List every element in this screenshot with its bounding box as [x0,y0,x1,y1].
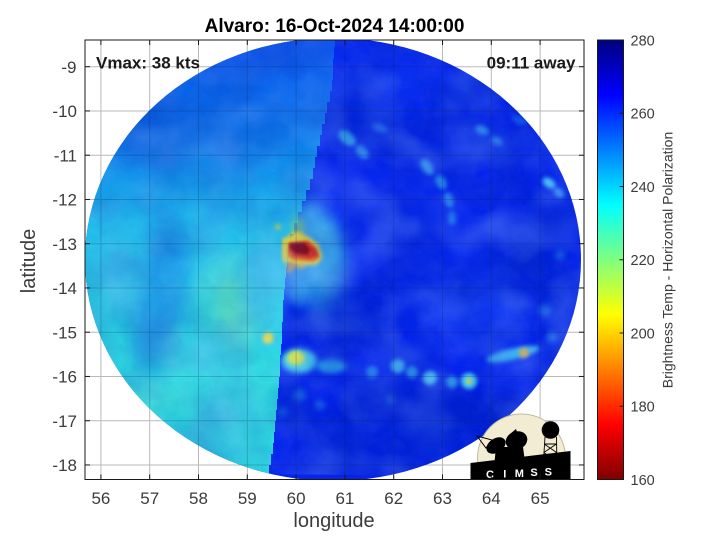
svg-text:Vmax: 38 kts: Vmax: 38 kts [96,54,200,73]
svg-text:-17: -17 [52,412,77,431]
svg-text:59: 59 [238,489,257,508]
svg-text:longitude: longitude [293,510,374,532]
svg-text:56: 56 [91,489,110,508]
svg-text:-12: -12 [52,191,77,210]
svg-text:58: 58 [189,489,208,508]
svg-text:M: M [515,468,524,480]
svg-text:63: 63 [433,489,452,508]
svg-text:-18: -18 [52,456,77,475]
svg-text:-16: -16 [52,368,77,387]
svg-text:C: C [486,469,494,481]
svg-text:09:11 away: 09:11 away [487,54,576,73]
svg-text:61: 61 [335,489,354,508]
svg-text:I: I [503,468,506,480]
svg-text:64: 64 [482,489,501,508]
svg-text:180: 180 [631,400,655,416]
svg-text:-14: -14 [52,279,77,298]
svg-text:240: 240 [631,180,655,196]
svg-text:160: 160 [631,473,655,489]
svg-text:latitude: latitude [18,229,40,294]
svg-text:62: 62 [384,489,403,508]
svg-text:-10: -10 [52,102,77,121]
svg-text:-11: -11 [54,146,77,165]
svg-text:Alvaro: 16-Oct-2024 14:00:00: Alvaro: 16-Oct-2024 14:00:00 [205,16,465,37]
svg-text:S: S [545,467,552,479]
svg-text:Brightness Temp - Horizontal P: Brightness Temp - Horizontal Polarizatio… [660,132,676,389]
svg-text:60: 60 [287,489,306,508]
svg-text:65: 65 [531,489,550,508]
svg-text:-9: -9 [61,58,76,77]
svg-text:220: 220 [631,253,655,269]
svg-text:57: 57 [140,489,159,508]
svg-text:S: S [530,467,537,479]
svg-text:-13: -13 [52,235,77,254]
svg-text:260: 260 [631,107,655,123]
svg-text:280: 280 [631,33,655,49]
svg-text:-15: -15 [52,323,77,342]
svg-text:200: 200 [631,326,655,342]
